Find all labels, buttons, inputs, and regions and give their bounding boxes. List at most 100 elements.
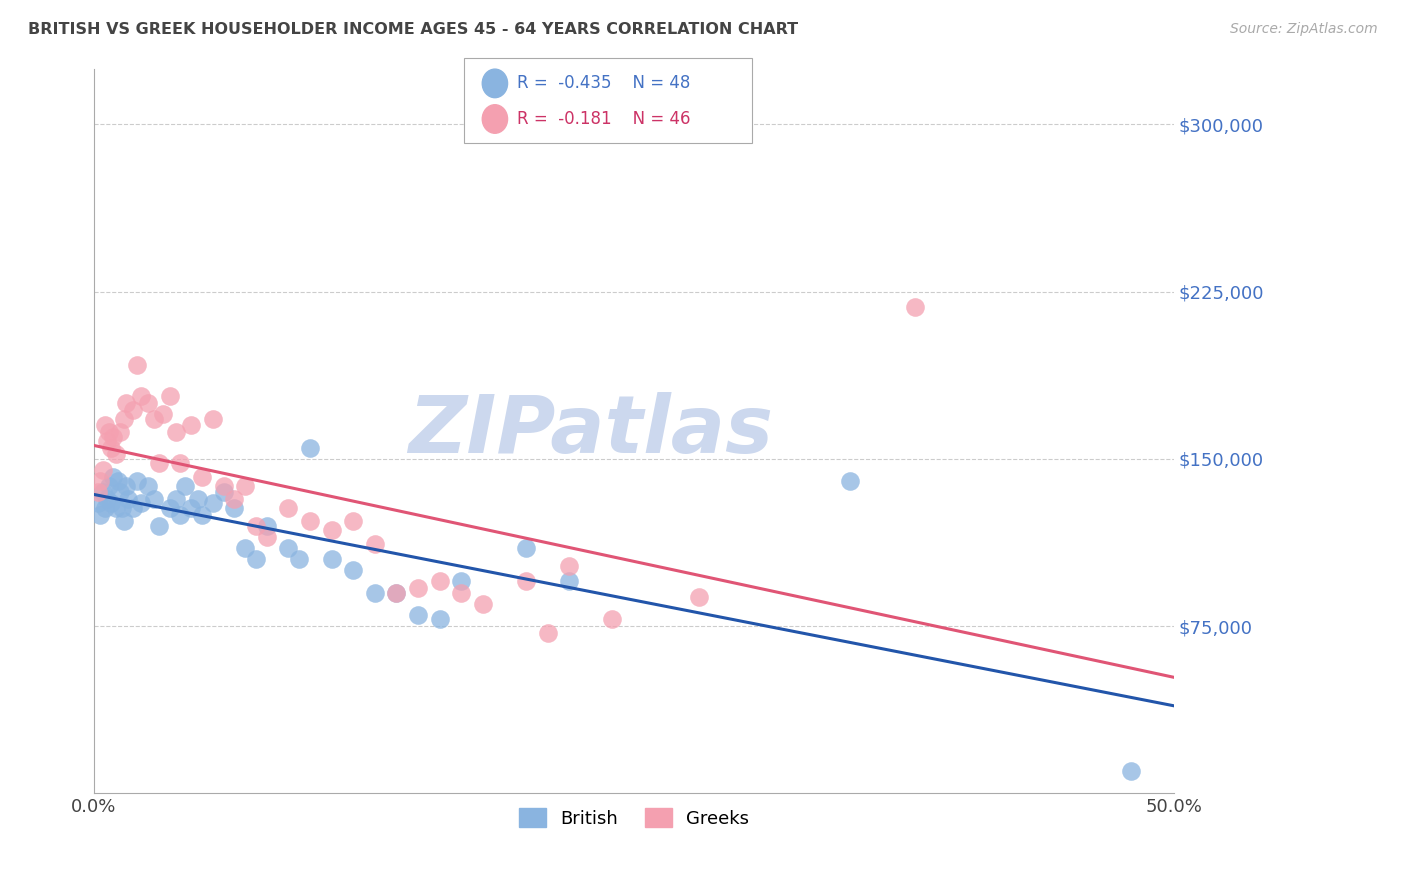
Point xyxy=(96,434,118,448)
Point xyxy=(112,514,135,528)
Point xyxy=(515,541,537,555)
Point xyxy=(117,491,139,506)
Point xyxy=(256,530,278,544)
Point xyxy=(602,612,624,626)
Point xyxy=(165,425,187,439)
Point xyxy=(233,478,256,492)
Point xyxy=(342,514,364,528)
Point xyxy=(201,411,224,425)
Point xyxy=(224,491,246,506)
Point xyxy=(364,536,387,550)
Text: Source: ZipAtlas.com: Source: ZipAtlas.com xyxy=(1230,22,1378,37)
Text: R =  -0.435    N = 48: R = -0.435 N = 48 xyxy=(517,74,690,93)
Point xyxy=(143,411,166,425)
Point xyxy=(108,485,131,500)
Legend: British, Greeks: British, Greeks xyxy=(512,801,756,835)
Point xyxy=(201,496,224,510)
Point xyxy=(98,478,121,492)
Point xyxy=(112,411,135,425)
Point xyxy=(91,463,114,477)
Text: R =  -0.181    N = 46: R = -0.181 N = 46 xyxy=(517,110,690,128)
Point xyxy=(121,500,143,515)
Point xyxy=(187,491,209,506)
Point xyxy=(169,456,191,470)
Point xyxy=(108,425,131,439)
Point xyxy=(288,552,311,566)
Point xyxy=(515,574,537,589)
Point xyxy=(148,456,170,470)
Text: BRITISH VS GREEK HOUSEHOLDER INCOME AGES 45 - 64 YEARS CORRELATION CHART: BRITISH VS GREEK HOUSEHOLDER INCOME AGES… xyxy=(28,22,799,37)
Point xyxy=(159,389,181,403)
Point xyxy=(450,574,472,589)
Point xyxy=(558,558,581,573)
Point xyxy=(245,552,267,566)
Point xyxy=(385,585,408,599)
Point xyxy=(406,607,429,622)
Point xyxy=(688,590,710,604)
Point xyxy=(115,396,138,410)
Point xyxy=(107,474,129,488)
Point xyxy=(127,474,149,488)
Point xyxy=(224,500,246,515)
Point xyxy=(89,474,111,488)
Point xyxy=(100,441,122,455)
Point xyxy=(104,447,127,461)
Point xyxy=(96,491,118,506)
Point xyxy=(143,491,166,506)
Point xyxy=(1119,764,1142,778)
Point xyxy=(298,514,321,528)
Point xyxy=(93,500,115,515)
Point xyxy=(152,407,174,421)
Point xyxy=(558,574,581,589)
Point xyxy=(342,563,364,577)
Point xyxy=(212,478,235,492)
Text: ZIPatlas: ZIPatlas xyxy=(408,392,773,470)
Point xyxy=(127,358,149,372)
Point xyxy=(321,523,343,537)
Point xyxy=(180,418,202,433)
Point xyxy=(245,518,267,533)
Point xyxy=(277,541,299,555)
Point xyxy=(91,485,114,500)
Point xyxy=(904,300,927,314)
Point xyxy=(111,500,134,515)
Point xyxy=(406,581,429,595)
Point xyxy=(98,425,121,439)
Point xyxy=(364,585,387,599)
Point xyxy=(100,496,122,510)
Point xyxy=(256,518,278,533)
Point xyxy=(136,478,159,492)
Point xyxy=(148,518,170,533)
Point xyxy=(191,508,214,522)
Point xyxy=(103,429,125,443)
Point xyxy=(180,500,202,515)
Point xyxy=(173,478,195,492)
Point xyxy=(159,500,181,515)
Point xyxy=(93,418,115,433)
Point xyxy=(87,496,110,510)
Point xyxy=(429,612,451,626)
Point xyxy=(191,469,214,483)
Point xyxy=(429,574,451,589)
Point xyxy=(212,485,235,500)
Point xyxy=(385,585,408,599)
Point xyxy=(115,478,138,492)
Point xyxy=(169,508,191,522)
Point xyxy=(131,496,153,510)
Point xyxy=(839,474,862,488)
Point xyxy=(233,541,256,555)
Point xyxy=(277,500,299,515)
Point xyxy=(536,625,558,640)
Point xyxy=(131,389,153,403)
Point xyxy=(471,597,494,611)
Point xyxy=(89,508,111,522)
Point xyxy=(103,469,125,483)
Point xyxy=(87,485,110,500)
Point xyxy=(321,552,343,566)
Point xyxy=(165,491,187,506)
Point xyxy=(298,441,321,455)
Point xyxy=(136,396,159,410)
Point xyxy=(121,402,143,417)
Point xyxy=(104,500,127,515)
Point xyxy=(450,585,472,599)
